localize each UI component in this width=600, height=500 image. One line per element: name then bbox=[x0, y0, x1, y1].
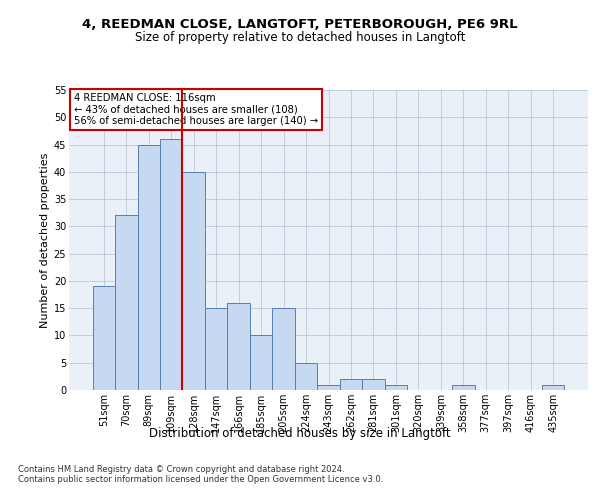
Text: Contains HM Land Registry data © Crown copyright and database right 2024.
Contai: Contains HM Land Registry data © Crown c… bbox=[18, 465, 383, 484]
Bar bbox=[362, 379, 385, 390]
Bar bbox=[115, 216, 137, 390]
Bar bbox=[317, 384, 340, 390]
Bar bbox=[182, 172, 205, 390]
Bar bbox=[542, 384, 565, 390]
Text: Distribution of detached houses by size in Langtoft: Distribution of detached houses by size … bbox=[149, 428, 451, 440]
Bar bbox=[272, 308, 295, 390]
Bar bbox=[92, 286, 115, 390]
Bar bbox=[295, 362, 317, 390]
Bar bbox=[160, 139, 182, 390]
Text: 4 REEDMAN CLOSE: 116sqm
← 43% of detached houses are smaller (108)
56% of semi-d: 4 REEDMAN CLOSE: 116sqm ← 43% of detache… bbox=[74, 93, 319, 126]
Text: Size of property relative to detached houses in Langtoft: Size of property relative to detached ho… bbox=[135, 31, 465, 44]
Bar bbox=[137, 144, 160, 390]
Bar bbox=[250, 336, 272, 390]
Bar bbox=[385, 384, 407, 390]
Bar bbox=[227, 302, 250, 390]
Y-axis label: Number of detached properties: Number of detached properties bbox=[40, 152, 50, 328]
Bar bbox=[205, 308, 227, 390]
Bar bbox=[452, 384, 475, 390]
Text: 4, REEDMAN CLOSE, LANGTOFT, PETERBOROUGH, PE6 9RL: 4, REEDMAN CLOSE, LANGTOFT, PETERBOROUGH… bbox=[82, 18, 518, 30]
Bar bbox=[340, 379, 362, 390]
